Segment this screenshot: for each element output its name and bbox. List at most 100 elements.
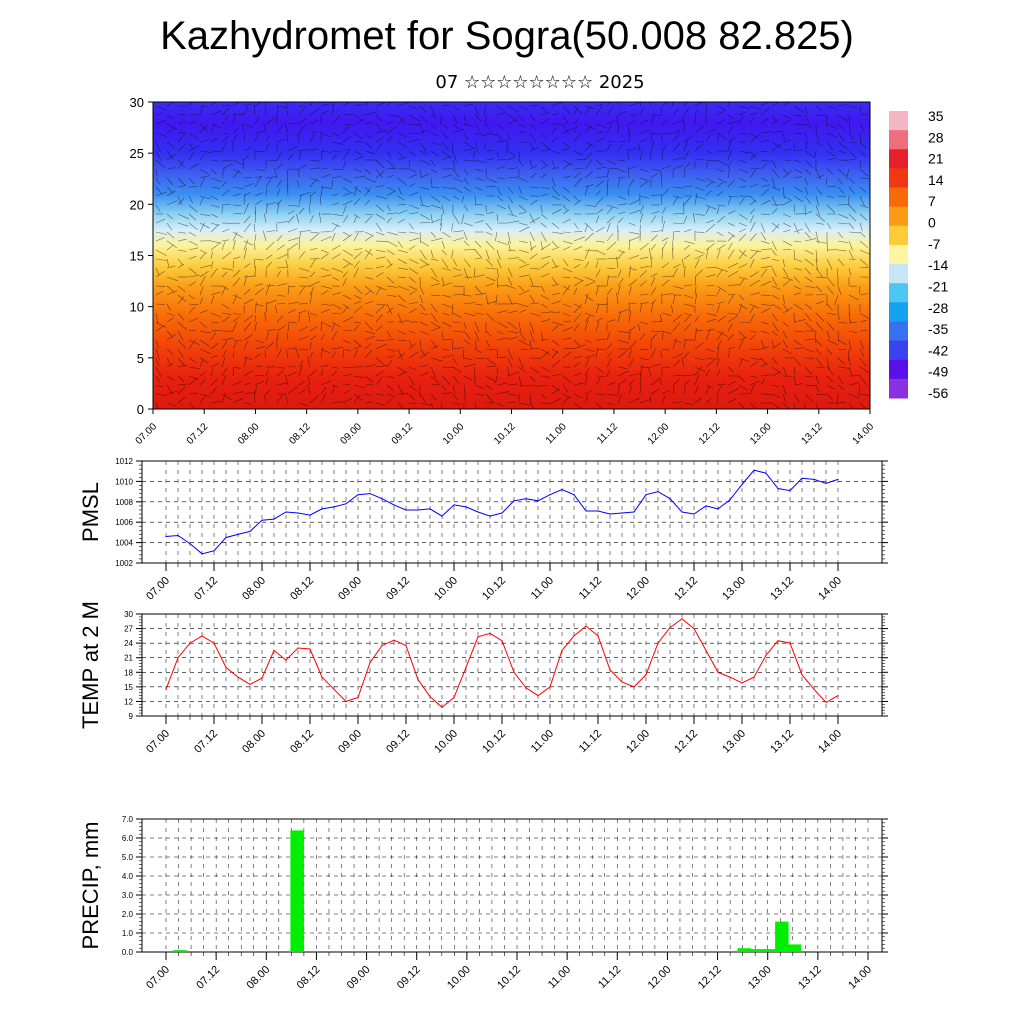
temp-point	[549, 686, 551, 688]
wind-barb	[254, 176, 262, 188]
wind-barb	[463, 363, 476, 368]
wind-barb	[210, 386, 218, 395]
wind-barb	[276, 370, 285, 377]
wind-barb	[232, 321, 238, 332]
wind-barb	[639, 385, 642, 395]
wind-barb	[694, 357, 705, 361]
wind-barb	[749, 195, 757, 203]
wind-barb	[364, 312, 374, 317]
wind-barb	[430, 177, 433, 188]
wind-barb	[848, 240, 853, 251]
wind-barb	[452, 150, 457, 163]
wind-barb	[232, 294, 242, 299]
wind-barb	[386, 204, 391, 212]
wind-barb	[628, 348, 632, 359]
wind-barb	[155, 375, 161, 383]
temp-point	[573, 635, 575, 637]
wind-barb	[584, 315, 591, 323]
wind-barb	[199, 150, 212, 154]
wind-barb	[166, 375, 175, 381]
wind-barb	[826, 132, 837, 138]
wind-barb	[595, 366, 604, 374]
colorbar-label: 14	[928, 172, 944, 188]
wind-barb	[232, 159, 244, 166]
wind-barb	[760, 339, 765, 350]
wind-barb	[408, 132, 420, 134]
wind-barb	[297, 132, 300, 143]
wind-barb	[617, 370, 629, 377]
wind-barb	[738, 197, 745, 206]
wind-barb	[573, 373, 582, 377]
temp-point	[321, 676, 323, 678]
wind-barb	[463, 375, 472, 381]
y-tick-label: 4.0	[122, 872, 134, 881]
wind-barb	[837, 357, 845, 365]
wind-barb	[540, 193, 548, 197]
wind-barb	[848, 330, 858, 334]
wind-barb	[155, 249, 167, 256]
wind-barb	[353, 260, 360, 269]
wind-barb	[287, 210, 295, 215]
wind-barb	[705, 397, 712, 404]
wind-barb	[626, 148, 630, 161]
wind-barb	[573, 172, 582, 179]
wind-barb	[837, 240, 848, 243]
wind-barb	[760, 268, 768, 278]
wind-barb	[848, 177, 856, 185]
y-tick-label: 0	[137, 402, 144, 417]
wind-barb	[375, 171, 385, 179]
wind-barb	[705, 181, 714, 188]
wind-barb	[309, 133, 315, 143]
wind-barb	[210, 150, 223, 153]
wind-barb	[375, 376, 383, 386]
wind-barb	[804, 231, 811, 239]
wind-barb	[639, 242, 649, 251]
wind-barb	[848, 366, 853, 377]
temp-point	[393, 639, 395, 641]
wind-barb	[386, 393, 396, 398]
wind-barb	[507, 213, 518, 217]
wind-barb	[826, 276, 835, 287]
wind-barb	[474, 177, 485, 181]
wind-barb	[771, 240, 777, 251]
wind-barb	[155, 141, 161, 152]
wind-barb	[375, 222, 383, 232]
wind-barb	[727, 334, 735, 341]
wind-barb	[859, 213, 868, 221]
wind-barb	[254, 192, 264, 197]
wind-barb	[264, 213, 267, 224]
wind-barb	[210, 291, 221, 296]
wind-barb	[749, 134, 760, 143]
wind-barb	[606, 159, 616, 165]
wind-barb	[804, 141, 808, 150]
wind-barb	[639, 399, 651, 404]
wind-barb	[859, 204, 869, 209]
wind-barb	[210, 332, 216, 341]
wind-barb	[738, 304, 743, 314]
wind-barb	[859, 186, 867, 194]
wind-barb	[749, 184, 758, 188]
x-tick-label: 09.12	[384, 728, 412, 756]
wind-barb	[727, 114, 735, 120]
wind-barb	[463, 186, 471, 192]
wind-barb	[199, 125, 208, 134]
wind-barb	[661, 275, 674, 278]
wind-barb	[485, 177, 497, 183]
wind-barb	[804, 384, 817, 386]
wind-barb	[188, 114, 199, 116]
wind-barb	[298, 194, 302, 206]
wind-barb	[397, 118, 405, 125]
chart-subtitle: 07 ☆☆☆☆☆☆☆☆ 2025	[435, 72, 645, 93]
wind-barb	[616, 292, 619, 305]
wind-barb	[463, 384, 466, 394]
wind-barb	[727, 161, 732, 170]
wind-barb	[287, 237, 299, 242]
wind-barb	[760, 118, 768, 125]
wind-barb	[771, 222, 780, 229]
wind-barb	[562, 303, 572, 308]
wind-barb	[694, 254, 704, 260]
wind-barb	[364, 213, 374, 216]
wind-barb	[188, 329, 197, 332]
wind-barb	[694, 374, 700, 386]
wind-barb	[177, 177, 186, 186]
